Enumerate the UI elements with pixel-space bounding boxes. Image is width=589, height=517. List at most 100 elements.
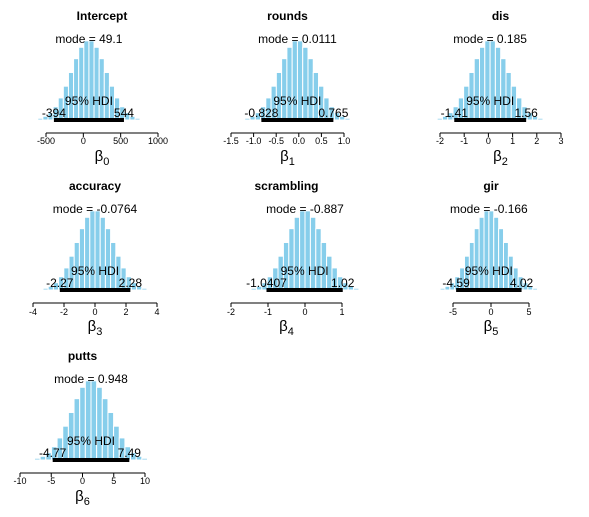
mode-label: mode = 49.1: [55, 32, 122, 46]
x-axis-label: β5: [484, 318, 499, 338]
histogram-bar: [286, 46, 293, 121]
histogram-bar: [96, 386, 103, 461]
x-tick-label: -0.5: [268, 136, 284, 146]
histogram-bar: [434, 288, 441, 291]
histogram-bar: [349, 118, 356, 121]
mode-label: mode = 0.0111: [258, 32, 337, 46]
histogram-bar: [293, 216, 301, 291]
histogram-bar: [101, 398, 109, 461]
histogram-bar: [98, 58, 105, 121]
panel-title: accuracy: [69, 179, 121, 193]
posterior-panel-putts: -10 -5 0 5 10 putts mode = 0.948 95% HDI-4.77 7.…: [13, 349, 154, 508]
posterior-panel-intercept: -500 0 500 1000 Intercept mode = 49.1 95% HDI-…: [32, 9, 168, 168]
histogram-bar: [498, 228, 505, 291]
x-tick-label: -1.0: [246, 136, 262, 146]
x-tick-label: -1: [264, 307, 272, 317]
mode-label: mode = 0.948: [54, 372, 128, 386]
hdi-upper-label: 7.49: [118, 446, 142, 460]
x-tick-label: -1: [460, 136, 468, 146]
histogram-bar: [139, 118, 146, 121]
x-tick-label: 5: [526, 307, 531, 317]
histogram-bar: [99, 216, 106, 291]
histogram-bar: [79, 386, 86, 461]
histogram-bar: [302, 46, 309, 121]
hdi-upper-label: 0.765: [318, 106, 348, 120]
x-tick-label: 1: [510, 136, 515, 146]
histogram-bar: [281, 58, 288, 121]
posterior-panel-accuracy: -4 -2 0 2 4 accuracy mode = -0.0764 95% HDI-2.2…: [29, 179, 160, 338]
hdi-label: 95% HDI: [71, 264, 119, 278]
panel-title: putts: [68, 349, 98, 363]
histogram-bar: [479, 46, 486, 121]
panel-title: gir: [483, 179, 499, 193]
histogram-bar: [28, 458, 35, 461]
histogram-bar: [484, 40, 491, 121]
histogram-bar: [291, 40, 298, 121]
x-tick-label: -2: [60, 307, 68, 317]
hdi-lower-label: -2.27: [46, 276, 74, 290]
hdi-lower-label: -1.41: [441, 106, 469, 120]
hdi-lower-label: -4.59: [442, 276, 470, 290]
x-axis-label: β1: [280, 148, 295, 168]
x-tick-label: 2: [534, 136, 539, 146]
histogram-bar: [304, 210, 311, 291]
histogram-bar: [104, 228, 112, 291]
histogram-bar: [73, 58, 80, 121]
histogram-bar: [542, 118, 549, 121]
histogram-bar: [32, 118, 39, 121]
hdi-label: 95% HDI: [273, 94, 321, 108]
x-tick-label: 1000: [148, 136, 168, 146]
histogram-bar: [537, 117, 544, 121]
x-tick-label: -2: [436, 136, 444, 146]
histogram-bar: [500, 58, 507, 121]
histogram-bar: [84, 216, 91, 291]
histogram-bar: [315, 228, 322, 291]
histogram-bar: [494, 46, 502, 121]
histogram-bar: [309, 216, 317, 291]
posterior-panel-scrambling: -2 -1 0 1 scrambling mode = -0.887 95% HDI-1.0…: [227, 179, 365, 338]
mode-label: mode = -0.0764: [53, 202, 138, 216]
x-axis-label: β2: [493, 148, 508, 168]
histogram-bar: [483, 210, 490, 291]
x-tick-label: 0: [80, 476, 85, 486]
histogram-bar: [37, 288, 44, 291]
x-tick-label: -5: [47, 476, 55, 486]
mode-label: mode = 0.185: [453, 32, 527, 46]
x-tick-label: -10: [13, 476, 26, 486]
histogram-bar: [478, 216, 485, 291]
histogram-bar: [147, 458, 154, 461]
x-tick-label: 3: [558, 136, 563, 146]
x-tick-label: 500: [113, 136, 128, 146]
histogram-bar: [93, 46, 100, 121]
x-tick-label: -1.5: [223, 136, 239, 146]
histogram-bar: [532, 287, 539, 291]
posterior-panel-rounds: -1.5 -1.0 -0.5 0.0 0.5 1.0 rounds mode = 0.0111…: [223, 9, 356, 168]
x-tick-label: 5: [111, 476, 116, 486]
mode-label: mode = -0.887: [266, 202, 344, 216]
hdi-lower-label: -0.828: [244, 106, 278, 120]
histogram-bar: [299, 210, 306, 291]
x-axis-label-subscript: 5: [492, 326, 498, 338]
histogram-bar: [358, 288, 365, 291]
panel-title: scrambling: [254, 179, 318, 193]
histogram-bar: [473, 228, 480, 291]
histogram-bar: [288, 228, 295, 291]
panel-title: dis: [492, 9, 510, 23]
x-tick-label: -500: [37, 136, 55, 146]
x-axis-label: β6: [75, 488, 90, 508]
histogram-bar: [296, 40, 304, 121]
x-tick-label: 4: [154, 307, 159, 317]
histogram-bar: [83, 40, 90, 121]
histogram-bar: [94, 210, 101, 291]
x-tick-label: 10: [140, 476, 150, 486]
histogram-bar: [146, 288, 153, 291]
histogram-bar: [488, 210, 495, 291]
histogram-bar: [78, 228, 86, 291]
x-tick-label: 0: [486, 136, 491, 146]
x-axis-label: β4: [279, 318, 294, 338]
x-axis-label: β3: [88, 318, 103, 338]
hdi-label: 95% HDI: [465, 264, 513, 278]
